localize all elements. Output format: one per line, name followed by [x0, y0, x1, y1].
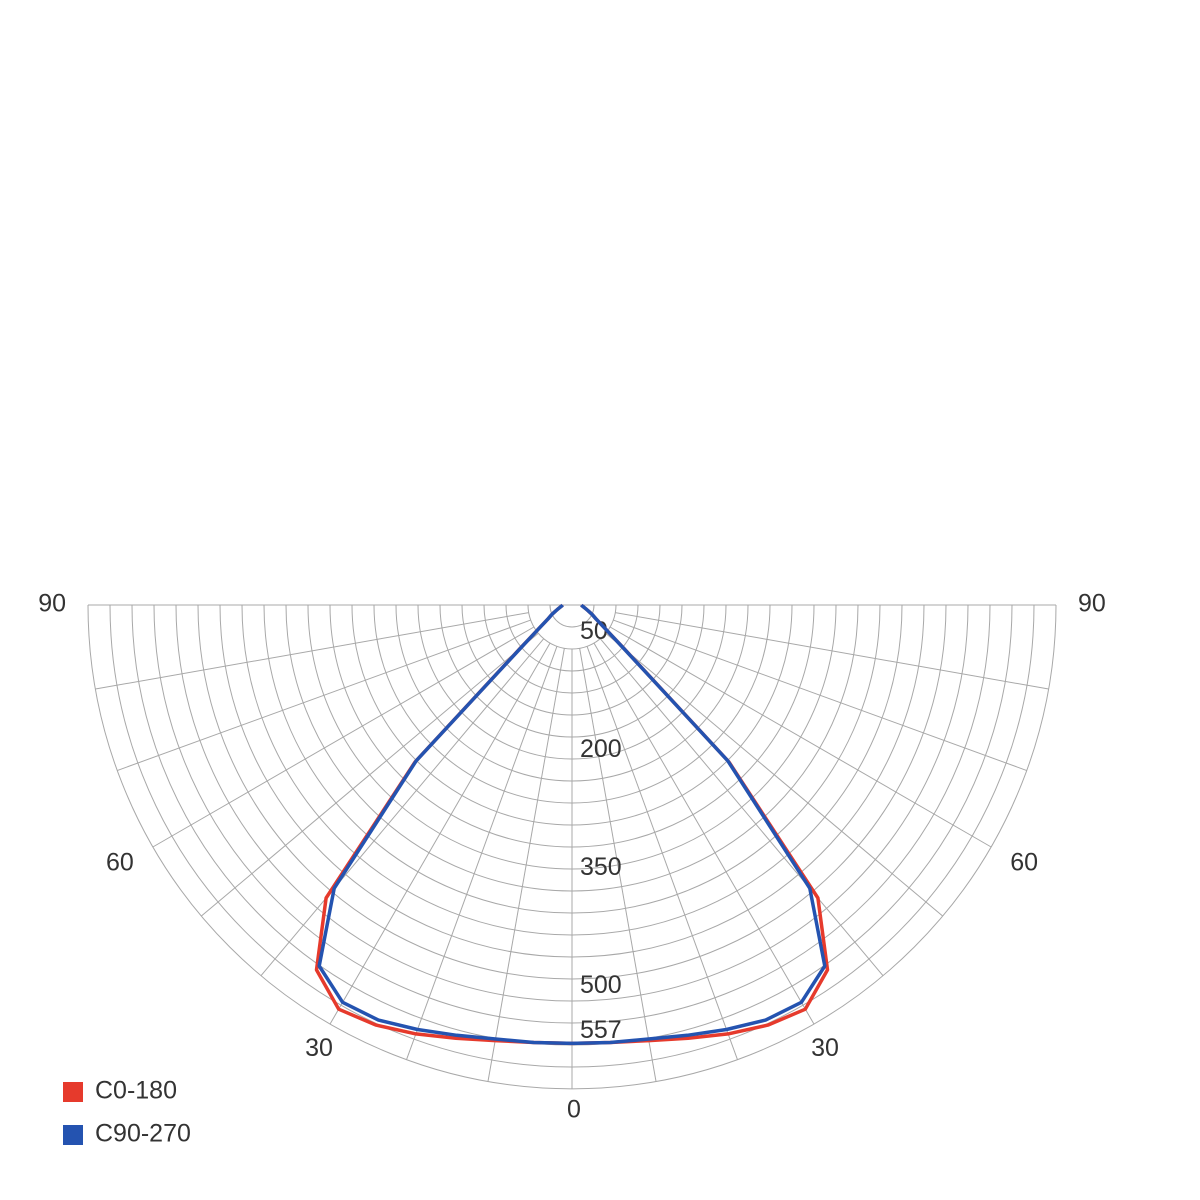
- legend-swatch: [63, 1082, 83, 1102]
- radial-tick-label: 50: [580, 617, 608, 645]
- grid-spoke: [200, 632, 539, 917]
- angle-tick-label: 30: [811, 1034, 839, 1062]
- grid-spoke: [95, 612, 529, 690]
- intensity-curve: [571, 603, 827, 1046]
- radial-tick-label: 350: [580, 853, 622, 881]
- angle-tick-label: 0: [567, 1096, 581, 1124]
- angle-tick-label: 60: [1010, 849, 1038, 877]
- grid-spoke: [117, 619, 531, 772]
- angle-tick-label: 90: [38, 590, 66, 618]
- grid-spoke: [615, 612, 1049, 690]
- grid-spoke: [613, 619, 1027, 772]
- grid-spoke: [329, 642, 551, 1025]
- grid-spoke: [593, 642, 815, 1025]
- angle-tick-label: 30: [305, 1034, 333, 1062]
- grid-spoke: [599, 638, 884, 977]
- grid-spoke: [579, 648, 657, 1082]
- grid-spoke: [152, 626, 535, 848]
- grid-spoke: [609, 626, 992, 848]
- legend-label: C90-270: [95, 1120, 191, 1148]
- intensity-curve: [317, 603, 573, 1046]
- legend-label: C0-180: [95, 1077, 177, 1105]
- grid-spoke: [586, 646, 739, 1060]
- grid-spoke: [405, 646, 558, 1060]
- grid-spoke: [487, 648, 565, 1082]
- polar-grid: [87, 604, 1057, 1090]
- legend-swatch: [63, 1125, 83, 1145]
- radial-tick-label: 557: [580, 1016, 622, 1044]
- radial-tick-label: 200: [580, 735, 622, 763]
- grid-spoke: [605, 632, 944, 917]
- radial-tick-label: 500: [580, 971, 622, 999]
- angle-tick-label: 60: [106, 849, 134, 877]
- angle-tick-label: 90: [1078, 590, 1106, 618]
- grid-spoke: [260, 638, 545, 977]
